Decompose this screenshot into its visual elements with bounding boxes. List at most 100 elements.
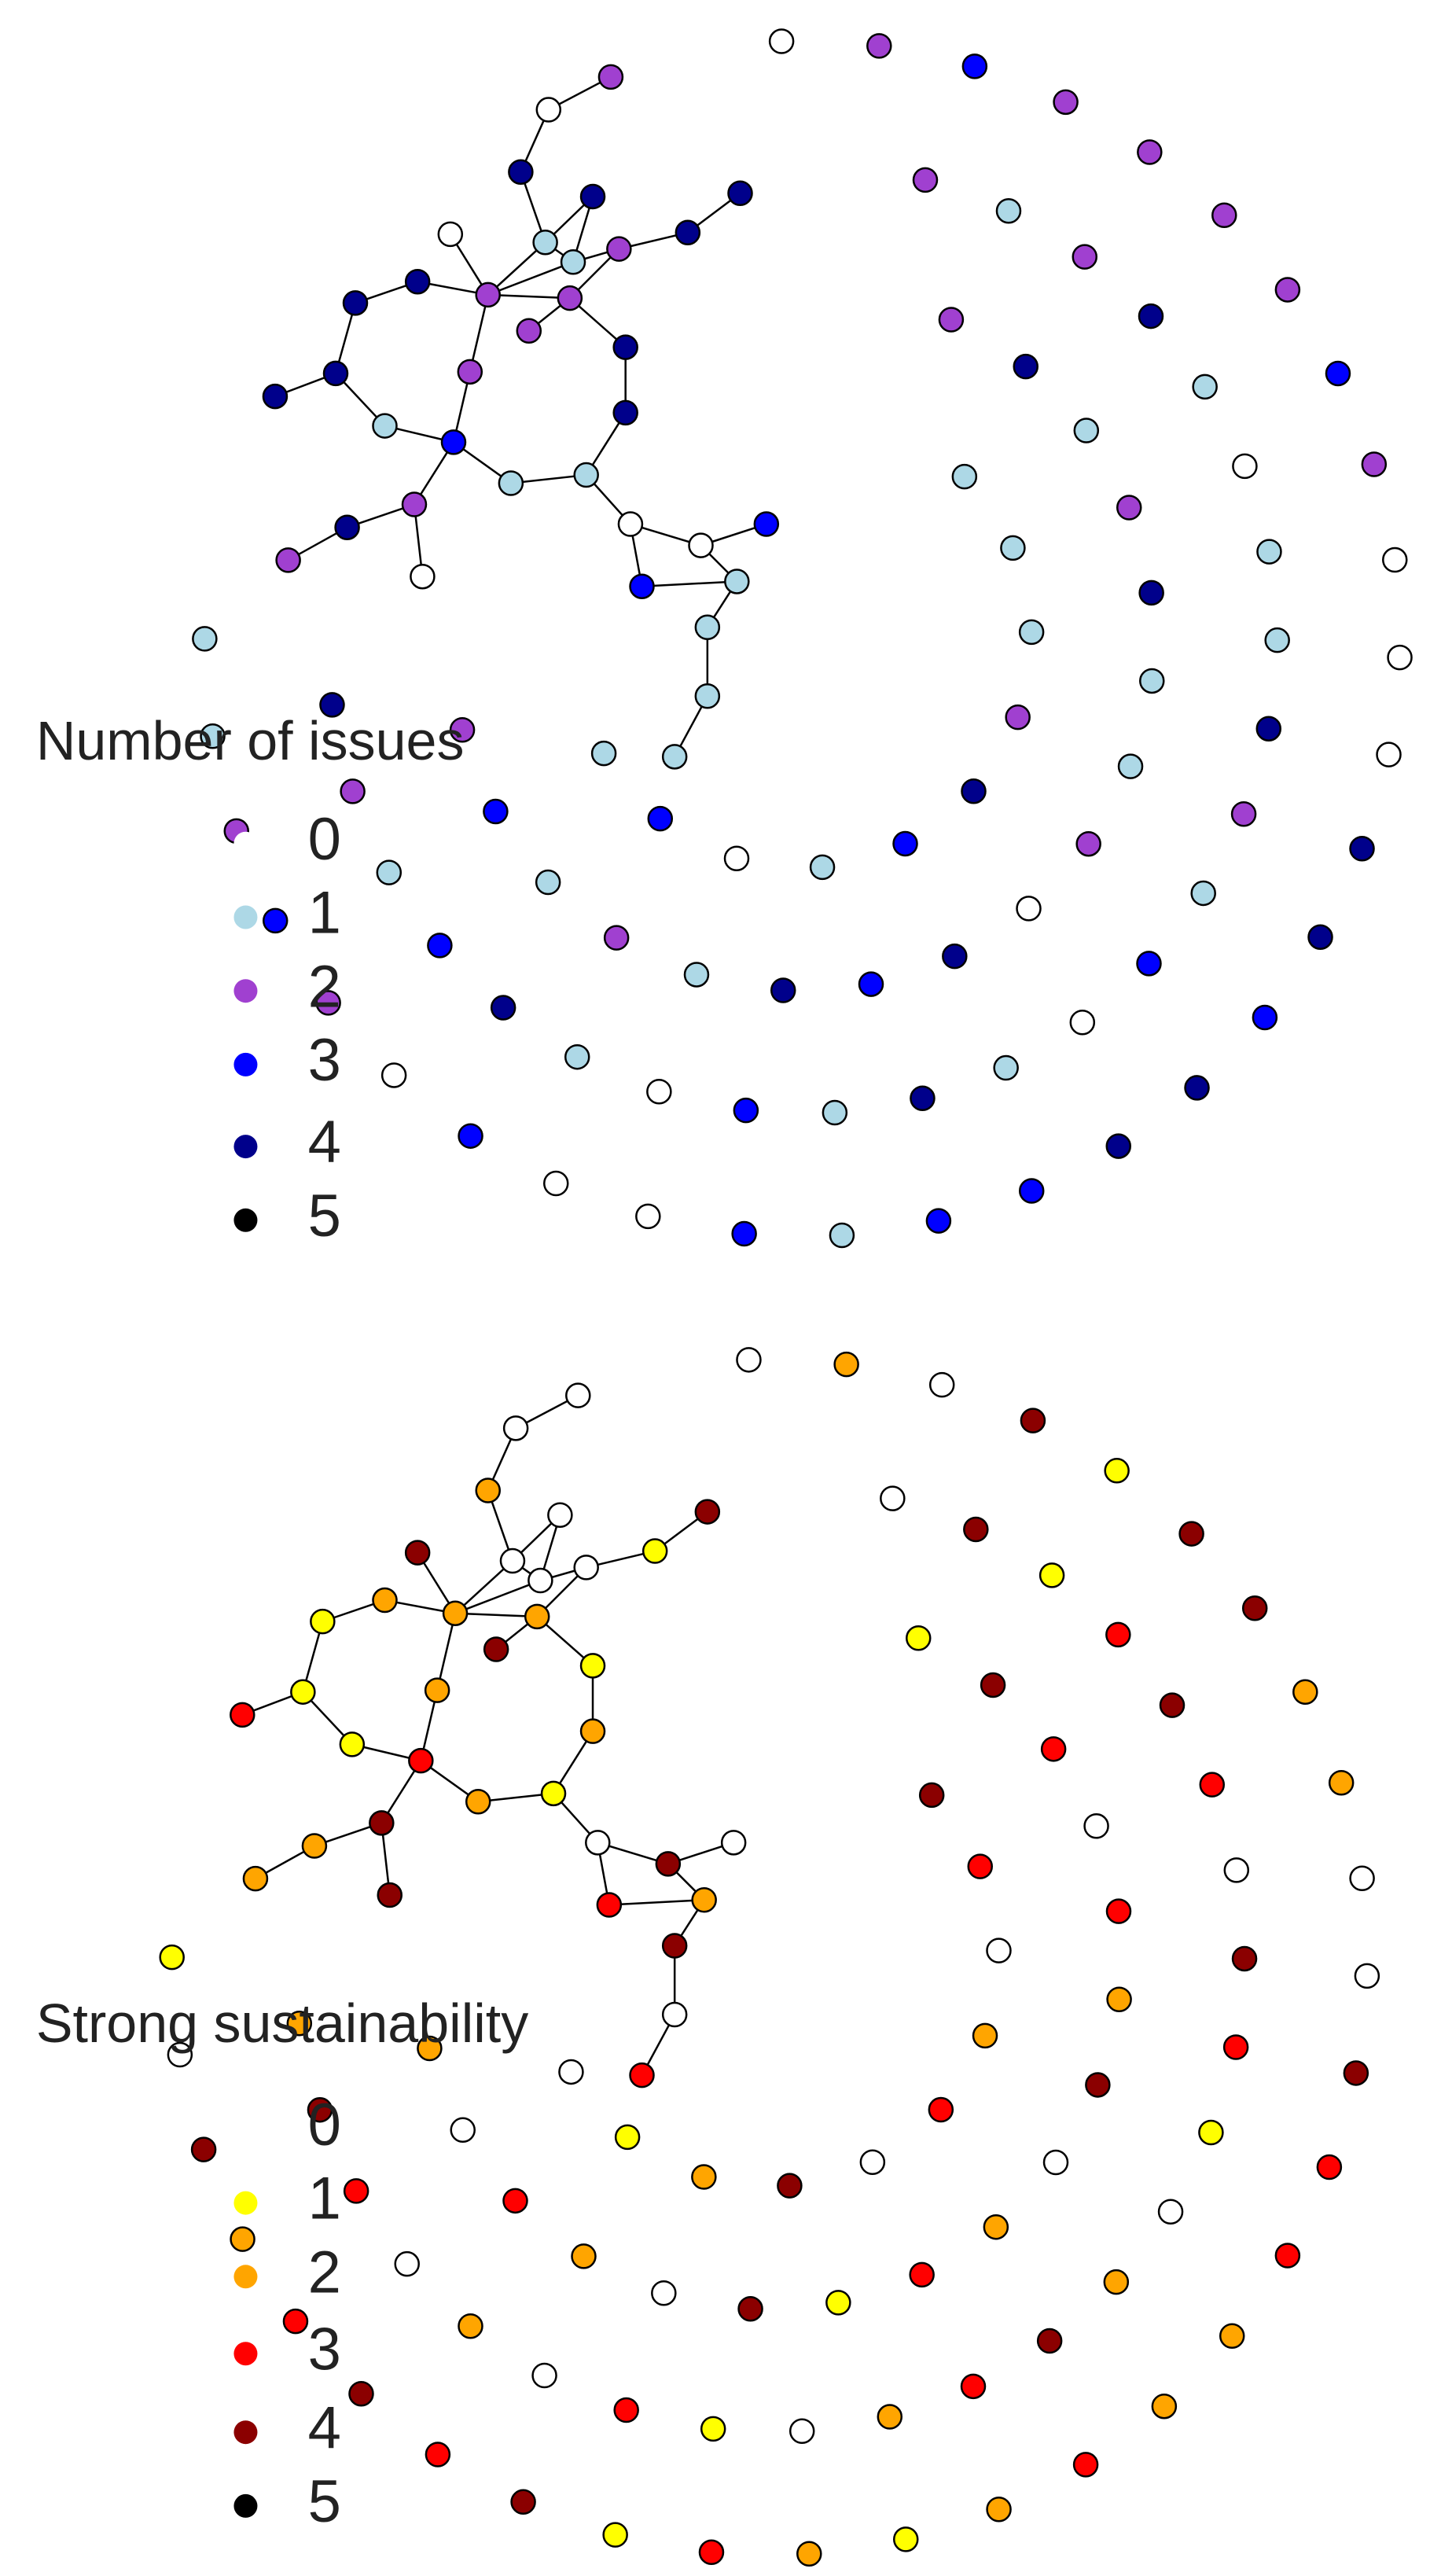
node [993, 1054, 1019, 1081]
node [995, 197, 1022, 224]
legend-label: 5 [308, 2468, 341, 2535]
node [647, 805, 674, 832]
node [825, 2290, 851, 2316]
node [646, 1078, 672, 1105]
node [528, 1567, 553, 1594]
node [1222, 2034, 1249, 2060]
legend-label: 3 [308, 1027, 341, 1094]
node [910, 1085, 936, 1112]
legend-swatch [233, 2420, 258, 2445]
node [858, 971, 884, 997]
node [1361, 451, 1388, 477]
node [1020, 1408, 1046, 1433]
node [691, 2164, 717, 2190]
edge [487, 293, 570, 300]
node [377, 1882, 403, 1908]
edge [487, 261, 574, 296]
node [1138, 580, 1164, 606]
node [342, 290, 369, 316]
node [540, 1780, 567, 1807]
node [573, 1555, 599, 1581]
node [1105, 1621, 1131, 1648]
node [425, 2442, 451, 2467]
node [1117, 753, 1144, 779]
node [1138, 303, 1164, 329]
node [275, 547, 301, 573]
node [532, 230, 558, 256]
node [1116, 495, 1142, 521]
node [596, 1892, 623, 1918]
node [1157, 2199, 1184, 2225]
node [502, 2188, 528, 2214]
legend-swatch [233, 2493, 258, 2518]
node [866, 33, 892, 59]
node [565, 1382, 591, 1408]
node [404, 269, 431, 295]
node [1105, 1898, 1132, 1924]
node [614, 2124, 641, 2151]
node [1211, 202, 1237, 229]
node [789, 2418, 815, 2445]
legend-label: 3 [308, 2316, 341, 2383]
node [315, 990, 341, 1016]
node [1073, 418, 1100, 443]
node [613, 2397, 639, 2423]
node [490, 995, 516, 1021]
node [579, 1653, 606, 1679]
node [833, 1351, 859, 1378]
node [369, 1810, 395, 1836]
node [1136, 951, 1162, 977]
legend-label: 1 [308, 880, 341, 947]
node [1038, 1562, 1065, 1588]
node [694, 683, 721, 709]
node [560, 249, 586, 275]
node [918, 1782, 945, 1809]
node [986, 1938, 1012, 1963]
node [688, 532, 714, 558]
node [1349, 836, 1375, 862]
node [571, 2243, 597, 2269]
node [938, 307, 965, 333]
node [410, 563, 436, 590]
node [394, 2250, 420, 2277]
node [458, 1123, 483, 1149]
legend-label: 0 [308, 806, 341, 873]
node [655, 1851, 682, 1877]
node [720, 1830, 747, 1856]
node [723, 845, 750, 871]
node [691, 1886, 717, 1913]
node [449, 717, 476, 743]
node [960, 2373, 987, 2400]
node [675, 219, 701, 246]
node [796, 2541, 822, 2567]
node [694, 1499, 721, 1525]
node [192, 626, 218, 652]
legend-swatch [233, 2117, 258, 2141]
node [1106, 1986, 1132, 2012]
legend-swatch [233, 2265, 258, 2289]
node [1085, 2072, 1111, 2098]
node [1190, 880, 1216, 907]
node [579, 183, 606, 210]
node [951, 463, 978, 490]
legend-label: 4 [308, 2394, 341, 2461]
node [928, 2096, 954, 2123]
node [1042, 2149, 1069, 2176]
node [242, 1865, 269, 1892]
node [777, 2173, 803, 2199]
node [372, 413, 398, 439]
edge [454, 1560, 513, 1614]
node [376, 859, 403, 885]
node [859, 2149, 886, 2175]
node [753, 511, 780, 537]
node [442, 1600, 469, 1626]
node [1307, 924, 1333, 950]
legend-swatch [233, 1135, 258, 1159]
node [230, 1702, 255, 1728]
legend-label: 4 [308, 1109, 341, 1176]
legend-label: 5 [308, 1183, 341, 1249]
legend-title: Number of issues [36, 710, 465, 771]
node [437, 221, 464, 248]
node [262, 907, 289, 934]
